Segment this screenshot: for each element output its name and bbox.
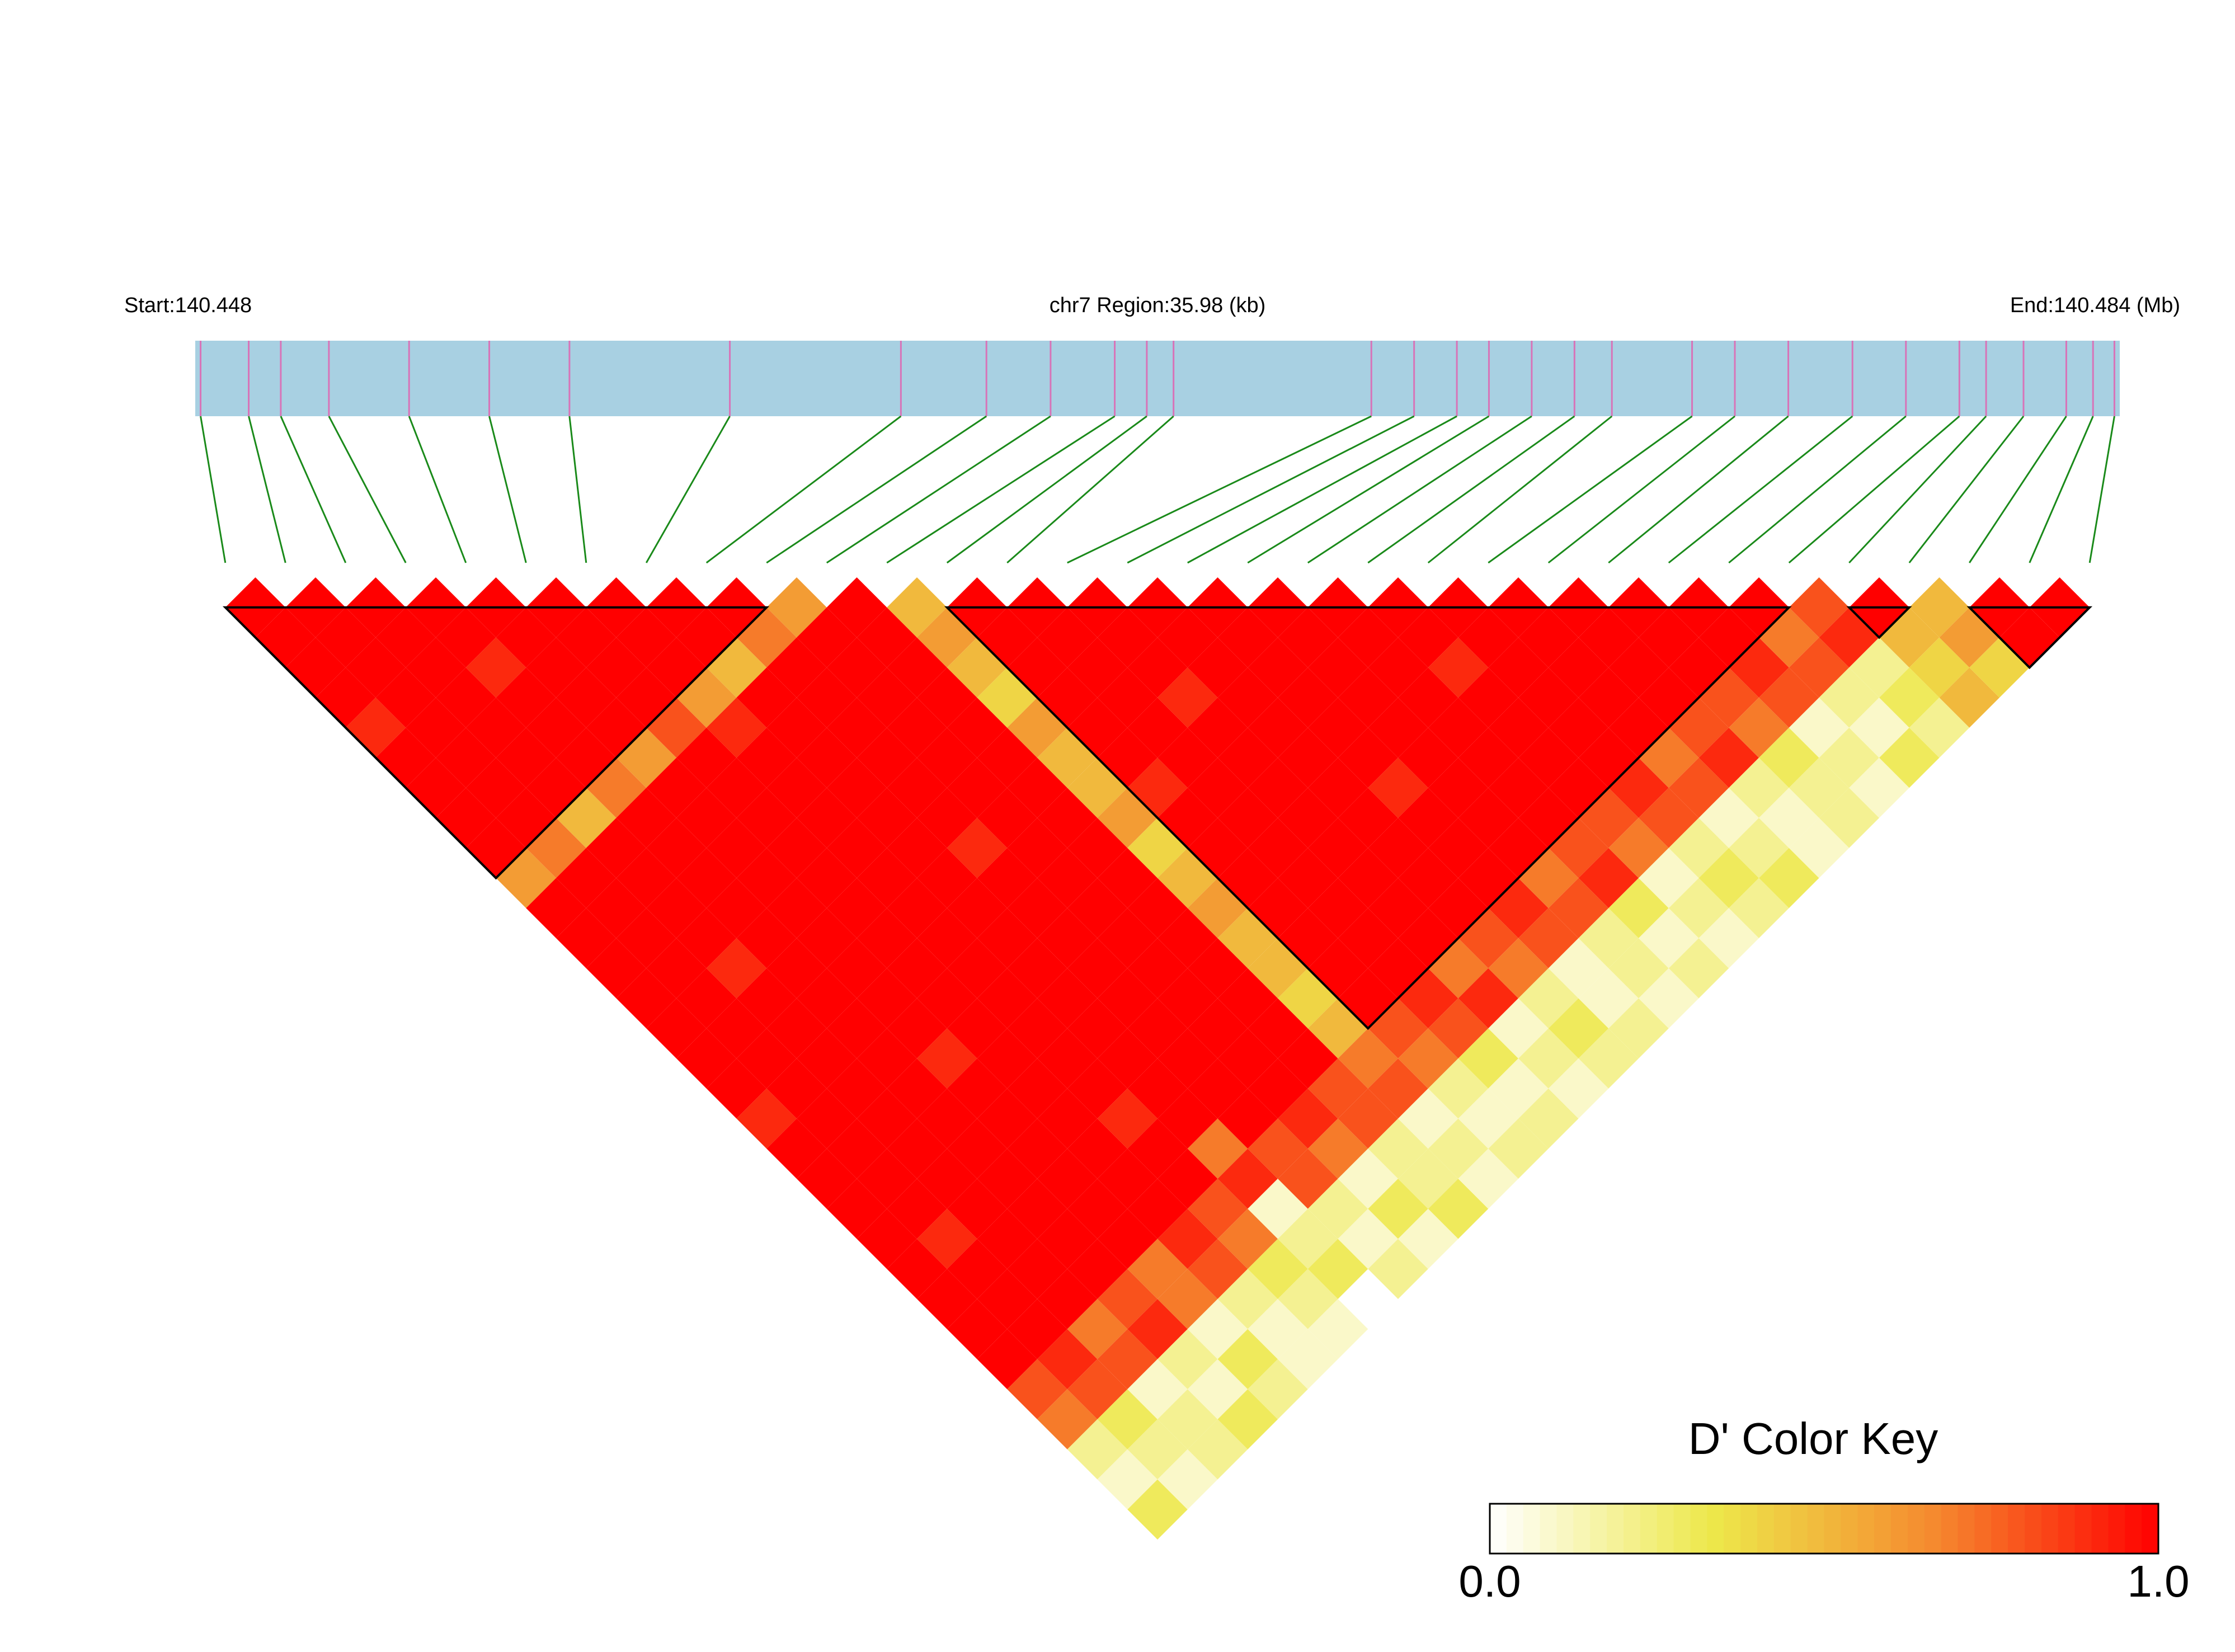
color-key-step xyxy=(1907,1504,1925,1554)
snp-connector xyxy=(1788,415,1960,564)
snp-connector xyxy=(2029,416,2094,563)
color-key-step xyxy=(1974,1504,1992,1554)
snp-connector xyxy=(1067,415,1372,564)
color-key-step xyxy=(2025,1504,2042,1554)
color-key-step xyxy=(2125,1504,2142,1554)
color-key-step xyxy=(1740,1504,1758,1554)
color-key-step xyxy=(1607,1504,1624,1554)
color-key-step xyxy=(1490,1504,1507,1554)
snp-connector xyxy=(488,416,527,563)
snp-connector xyxy=(568,416,587,563)
color-key-step xyxy=(1824,1504,1841,1554)
snp-connector xyxy=(1427,415,1613,564)
color-key-step xyxy=(2041,1504,2059,1554)
region-label: chr7 Region:35.98 (kb) xyxy=(1050,294,1266,317)
color-key-step xyxy=(1690,1504,1707,1554)
ld-block xyxy=(944,606,1792,1030)
color-key-step xyxy=(2008,1504,2025,1554)
color-key-step xyxy=(1673,1504,1691,1554)
color-key-tick-label: 0.0 xyxy=(1458,1556,1521,1606)
snp-connector xyxy=(248,416,286,563)
color-key-step xyxy=(1924,1504,1942,1554)
color-key-step xyxy=(1941,1504,1958,1554)
snp-connector xyxy=(408,416,467,563)
region-bar xyxy=(195,341,2120,416)
snp-connector xyxy=(1968,416,2067,563)
color-key-step xyxy=(1523,1504,1541,1554)
snp-connector xyxy=(1488,415,1693,564)
snp-connector xyxy=(1848,415,1987,564)
ld-block xyxy=(1846,606,1912,639)
color-key-step xyxy=(2108,1504,2125,1554)
snp-connector xyxy=(886,415,1116,564)
color-key-step xyxy=(1624,1504,1641,1554)
snp-connector xyxy=(328,416,407,563)
color-key-step xyxy=(1590,1504,1607,1554)
color-key-tick-label: 1.0 xyxy=(2127,1556,2189,1606)
snp-connector xyxy=(1668,415,1853,564)
start-label: Start:140.448 xyxy=(124,294,252,317)
color-key-frame xyxy=(1489,1503,2159,1555)
ld-cell xyxy=(1307,1299,1368,1359)
end-label: End:140.484 (Mb) xyxy=(2010,294,2180,317)
color-key-step xyxy=(1556,1504,1574,1554)
color-key-step xyxy=(1790,1504,1808,1554)
ld-block xyxy=(222,606,770,880)
color-key-step xyxy=(2058,1504,2076,1554)
color-key-step xyxy=(2074,1504,2092,1554)
snp-connector xyxy=(705,415,902,564)
snp-connector xyxy=(826,415,1051,564)
color-key-step xyxy=(1506,1504,1524,1554)
snp-connector xyxy=(1307,415,1532,564)
color-key-step xyxy=(1857,1504,1875,1554)
snp-connector xyxy=(1908,416,2025,563)
snp-connector xyxy=(1247,415,1490,564)
snp-connector xyxy=(946,415,1147,564)
color-key-step xyxy=(1991,1504,2008,1554)
color-key-step xyxy=(1874,1504,1891,1554)
color-key-step xyxy=(1773,1504,1791,1554)
color-key-step xyxy=(1807,1504,1824,1554)
snp-connector xyxy=(1367,415,1575,564)
snp-connector xyxy=(1608,415,1789,564)
snp-connector xyxy=(1547,415,1735,564)
snp-connector xyxy=(1127,415,1415,564)
snp-connector xyxy=(1728,415,1907,564)
color-key-step xyxy=(1958,1504,1975,1554)
color-key-step xyxy=(1573,1504,1591,1554)
snp-connector xyxy=(200,416,227,563)
snp-connector xyxy=(1006,415,1174,564)
color-key-title: D' Color Key xyxy=(1688,1414,1938,1463)
color-key-step xyxy=(1707,1504,1724,1554)
snp-connector xyxy=(766,415,987,564)
ld-block xyxy=(1966,606,2093,670)
color-key-step xyxy=(1724,1504,1741,1554)
color-key-step xyxy=(2142,1504,2159,1554)
color-key-step xyxy=(2091,1504,2109,1554)
color-key-step xyxy=(1657,1504,1674,1554)
color-key-step xyxy=(1757,1504,1775,1554)
snp-connector xyxy=(1187,415,1457,564)
color-key-step xyxy=(1640,1504,1658,1554)
snp-connector xyxy=(280,416,347,563)
color-key-step xyxy=(1841,1504,1858,1554)
snp-connector xyxy=(645,416,731,563)
color-key-step xyxy=(1540,1504,1557,1554)
snp-connector xyxy=(2088,416,2115,563)
color-key-step xyxy=(1891,1504,1908,1554)
